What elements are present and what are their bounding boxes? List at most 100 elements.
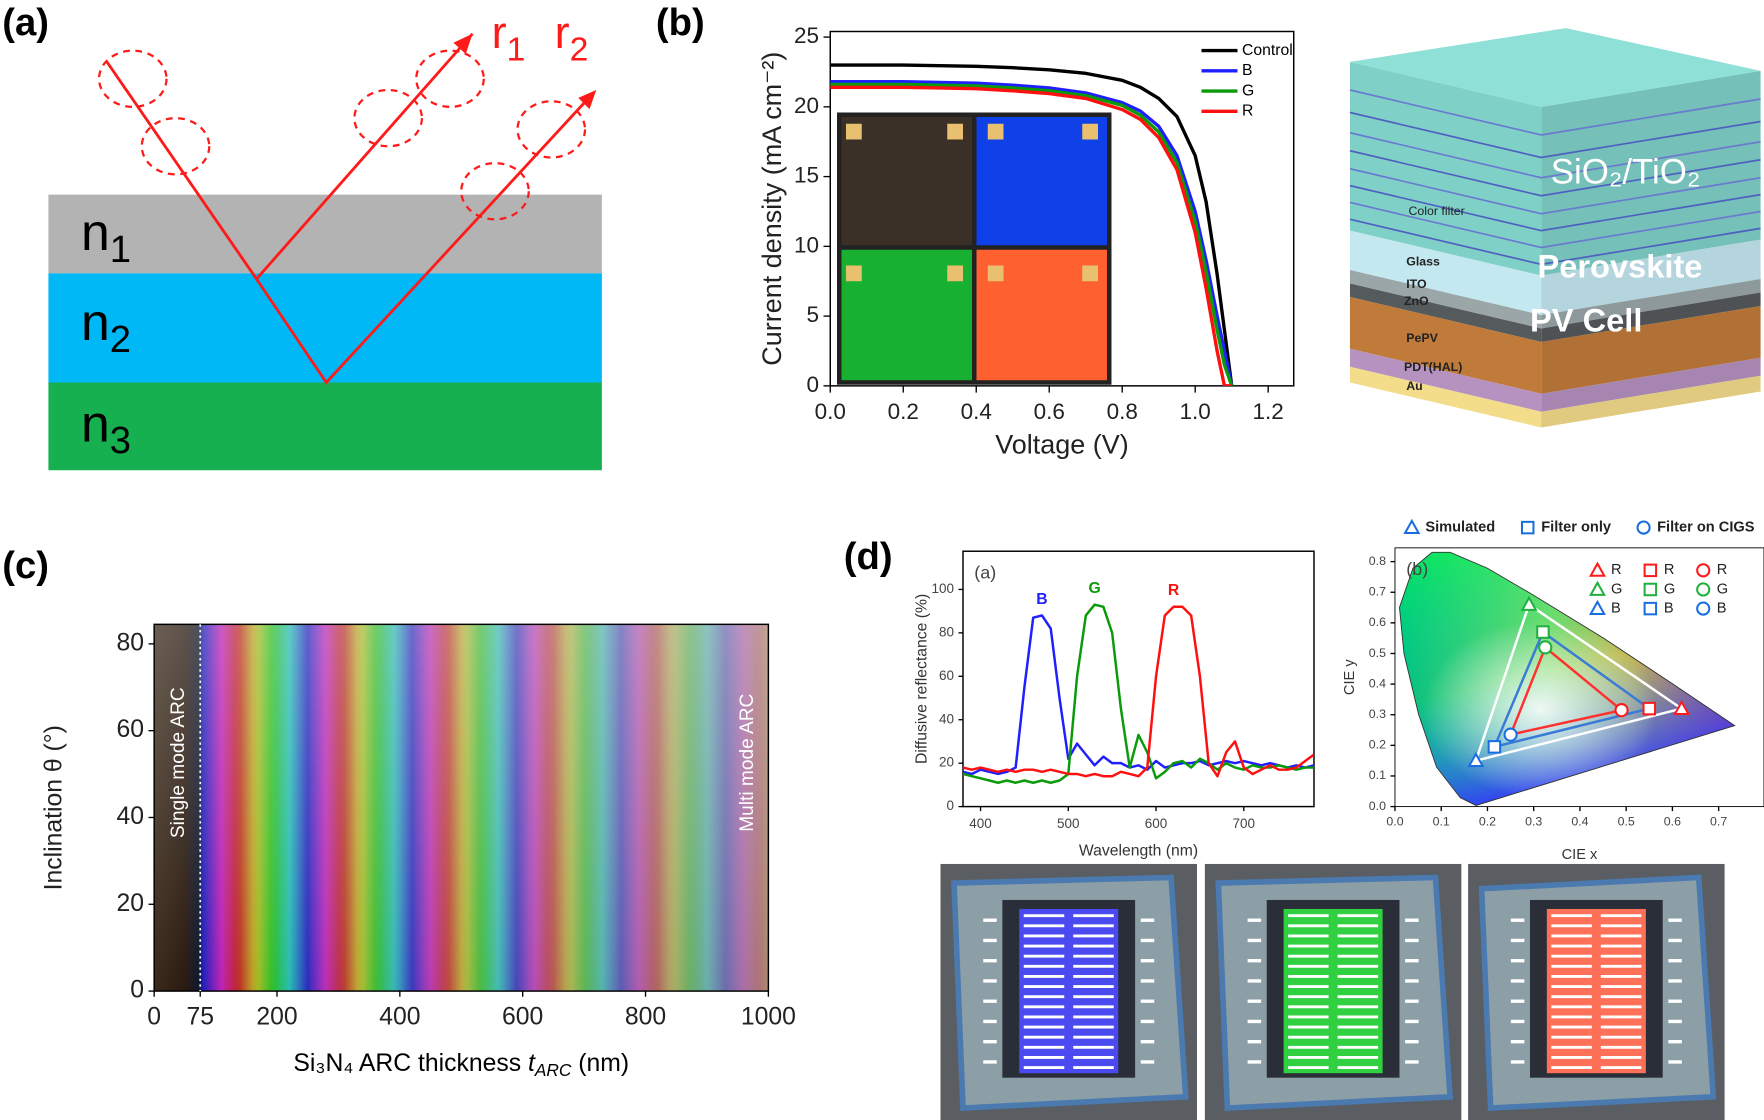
y-tick-label: 0.1	[1369, 768, 1386, 782]
symbol: n	[81, 394, 110, 452]
x-tick-label: 0.4	[961, 399, 992, 424]
legend-label: R	[1242, 103, 1253, 120]
x-tick-label: 400	[969, 816, 992, 831]
arrow-head	[578, 89, 597, 110]
y-tick-label: 0.6	[1369, 615, 1386, 629]
layer-label: ITO	[1406, 277, 1427, 291]
layer-side	[1541, 305, 1761, 394]
y-tick-label: 0.4	[1369, 676, 1386, 690]
annotation: Multi mode ARC	[737, 693, 758, 831]
layer-front	[1349, 230, 1542, 315]
marker-square	[1487, 740, 1502, 754]
legend-label: B	[1664, 600, 1674, 616]
subscript: 3	[110, 419, 131, 462]
x-tick-label: 500	[1057, 816, 1080, 831]
y-axis-label: Inclination θ (°)	[41, 725, 68, 890]
peak-label: B	[1036, 591, 1047, 608]
layer-side	[1541, 292, 1761, 342]
marker-triangle	[1588, 599, 1606, 616]
x-tick-label: 0.7	[1710, 815, 1727, 829]
contact	[1082, 123, 1098, 140]
marker-triangle	[1520, 595, 1538, 611]
filter-line	[1349, 218, 1761, 266]
y-tick-label: 80	[939, 624, 954, 639]
x-tick-label: 75	[186, 1004, 214, 1031]
label-text: Si₃N₄ ARC thickness	[293, 1050, 528, 1077]
stack-labels: Color filter Glass ITO ZnO PePV PDT(HAL)…	[1404, 204, 1465, 393]
layer-side-shade	[1541, 357, 1761, 412]
gamut-triangle	[1473, 602, 1685, 763]
x-tick-label: 1.2	[1253, 399, 1284, 424]
layer-label: PDT(HAL)	[1404, 360, 1462, 374]
legend-label: B	[1717, 600, 1727, 616]
gamut-triangle	[1492, 630, 1653, 749]
y-tick-label: 60	[939, 668, 954, 683]
y-tick-label: 0.7	[1369, 585, 1386, 599]
x-tick-label: 800	[625, 1004, 666, 1031]
layer-side-shade	[1541, 70, 1761, 276]
contact	[987, 123, 1004, 140]
filter-line	[1349, 89, 1761, 136]
layer-label: PePV	[1406, 331, 1438, 345]
y-tick-label: 80	[117, 629, 145, 656]
y-tick-label: 0.2	[1369, 738, 1386, 752]
contacts	[846, 123, 1098, 282]
layer-side-shade	[1541, 305, 1761, 394]
subscript: 2	[570, 31, 589, 69]
y-axis-label: CIE y	[1342, 659, 1358, 695]
label-variable: t	[528, 1050, 536, 1077]
y-tick-label: 40	[117, 803, 145, 830]
marker-square	[1536, 625, 1550, 639]
x-axis-label: Voltage (V)	[995, 430, 1129, 460]
layer-side-shade	[1541, 375, 1761, 428]
layer-label: Color filter	[1408, 204, 1464, 218]
legend-label: B	[1611, 600, 1621, 616]
y-tick-label: 0	[130, 977, 144, 1004]
layer-front	[1349, 366, 1542, 428]
marker-square	[1643, 601, 1658, 616]
layer-2	[48, 273, 602, 383]
y-tick-label: 20	[794, 93, 819, 118]
y-tick-label: 0.3	[1369, 707, 1386, 721]
x-axis-label: Wavelength (nm)	[1079, 843, 1198, 860]
legend-label: B	[1242, 62, 1253, 79]
y-tick-label: 0	[946, 798, 954, 813]
legend-label: R	[1664, 562, 1675, 578]
series-group	[830, 63, 1234, 386]
layer-front	[1349, 269, 1542, 329]
marker-square	[1643, 563, 1658, 578]
marker-circle	[1696, 563, 1711, 578]
symbol: r	[492, 7, 507, 58]
layer-side	[1541, 70, 1761, 276]
contact	[987, 265, 1004, 282]
label-text: (nm)	[571, 1050, 629, 1077]
color-map-fade	[154, 624, 769, 992]
contact	[1082, 265, 1098, 282]
x-tick-label: 600	[502, 1004, 543, 1031]
arrow-head	[453, 33, 473, 54]
subscript: 2	[110, 318, 131, 361]
legend-label: Filter on CIGS	[1657, 519, 1755, 535]
y-tick-label: 0.8	[1369, 554, 1386, 568]
plot-frame	[829, 30, 1295, 387]
y-tick-label: 25	[794, 23, 819, 48]
y-tick-label: 20	[117, 890, 145, 917]
device-stack-diagram	[1349, 28, 1761, 428]
marker-circle	[1538, 640, 1553, 655]
panel-label: (d)	[844, 535, 893, 578]
chart: 400 500 600 700 0 20 40 60 80 100 Wavelength (nm) D…	[914, 550, 1315, 860]
legend-label: G	[1242, 82, 1254, 99]
layer-front	[1349, 61, 1542, 276]
legend-label: G	[1717, 581, 1728, 597]
layer-front	[1349, 283, 1542, 342]
layer-3	[48, 382, 602, 471]
chart: 0 75 200 400 600 800 1000 0 20 40 60 80 Si₃N₄ ARC th…	[41, 623, 796, 1080]
x-tick-label: 0.8	[1107, 399, 1138, 424]
series-line	[962, 614, 1314, 776]
y-tick-label: 0	[806, 372, 819, 397]
legend-label: R	[1717, 562, 1728, 578]
layer-label: ZnO	[1404, 294, 1429, 308]
device-photo	[1204, 863, 1462, 1120]
x-tick-label: 400	[379, 1004, 420, 1031]
y-tick-label: 0.5	[1369, 646, 1386, 660]
